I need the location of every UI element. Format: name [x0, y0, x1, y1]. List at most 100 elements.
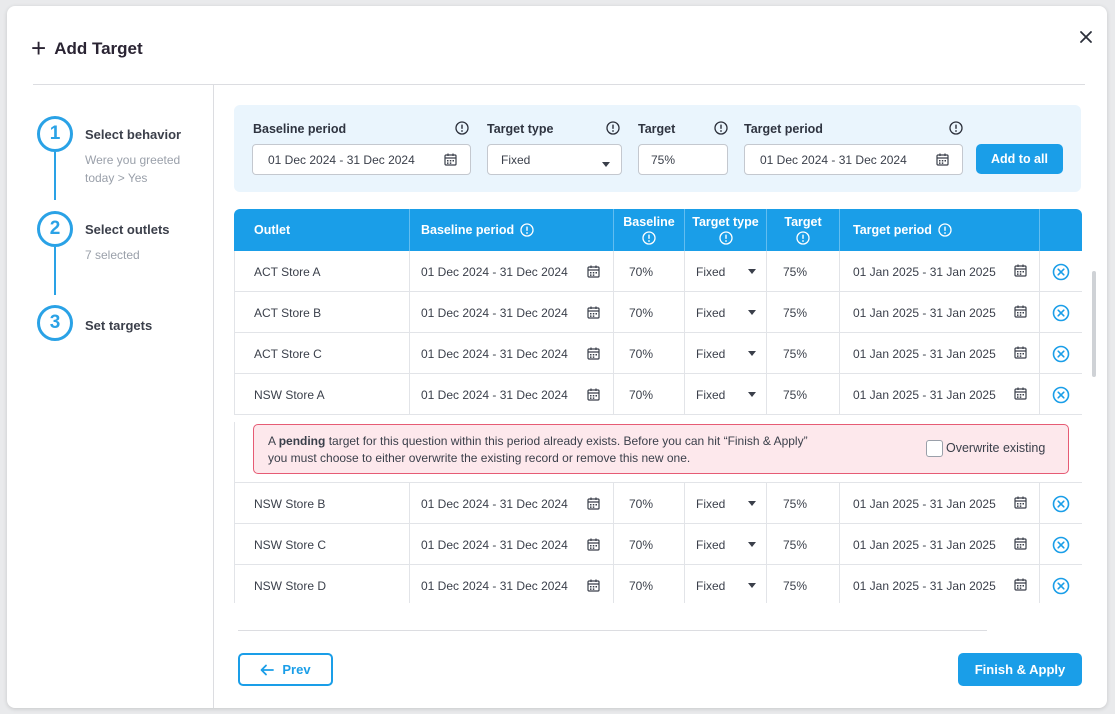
baseline-period-cell[interactable]: 01 Dec 2024 - 31 Dec 2024 — [409, 483, 613, 524]
calendar-icon[interactable] — [587, 347, 600, 363]
overwrite-existing-checkbox[interactable] — [926, 440, 943, 457]
baseline-period-value: 01 Dec 2024 - 31 Dec 2024 — [421, 305, 568, 320]
calendar-icon[interactable] — [587, 497, 600, 513]
baseline-period-cell[interactable]: 01 Dec 2024 - 31 Dec 2024 — [409, 524, 613, 565]
baseline-period-field[interactable]: 01 Dec 2024 - 31 Dec 2024 — [252, 144, 471, 175]
baseline-cell: 70% — [613, 374, 684, 415]
baseline-period-value: 01 Dec 2024 - 31 Dec 2024 — [421, 578, 568, 593]
chevron-down-icon — [748, 501, 756, 506]
scrollbar[interactable] — [1092, 271, 1096, 377]
info-icon[interactable] — [455, 121, 469, 140]
baseline-period-cell[interactable]: 01 Dec 2024 - 31 Dec 2024 — [409, 251, 613, 292]
calendar-icon[interactable] — [587, 538, 600, 554]
target-type-select[interactable]: Fixed — [684, 333, 766, 374]
chevron-down-icon — [748, 310, 756, 315]
calendar-icon[interactable] — [1014, 305, 1027, 321]
target-cell[interactable]: 75% — [766, 483, 839, 524]
actions-cell — [1039, 524, 1082, 565]
target-type-select[interactable]: Fixed — [487, 144, 622, 175]
baseline-cell: 70% — [613, 483, 684, 524]
baseline-period-value: 01 Dec 2024 - 31 Dec 2024 — [421, 264, 568, 279]
baseline-period-cell[interactable]: 01 Dec 2024 - 31 Dec 2024 — [409, 292, 613, 333]
prev-button[interactable]: Prev — [238, 653, 333, 686]
table-row: NSW Store B 01 Dec 2024 - 31 Dec 2024 70% F… — [234, 483, 1082, 524]
target-cell[interactable]: 75% — [766, 333, 839, 374]
target-period-cell[interactable]: 01 Jan 2025 - 31 Jan 2025 — [839, 483, 1039, 524]
remove-row-icon[interactable] — [1052, 495, 1070, 516]
outlet-cell: ACT Store A — [234, 251, 409, 292]
info-icon[interactable] — [714, 121, 728, 140]
target-period-field[interactable]: 01 Dec 2024 - 31 Dec 2024 — [744, 144, 963, 175]
calendar-icon[interactable] — [587, 579, 600, 595]
target-type-select[interactable]: Fixed — [684, 251, 766, 292]
info-icon[interactable] — [520, 223, 534, 237]
target-cell[interactable]: 75% — [766, 374, 839, 415]
info-icon[interactable] — [606, 121, 620, 140]
target-period-cell[interactable]: 01 Jan 2025 - 31 Jan 2025 — [839, 374, 1039, 415]
baseline-period-cell[interactable]: 01 Dec 2024 - 31 Dec 2024 — [409, 374, 613, 415]
target-value: 75% — [783, 346, 808, 361]
table-row: ACT Store C 01 Dec 2024 - 31 Dec 2024 70% F… — [234, 333, 1082, 374]
outlet-name: NSW Store A — [254, 387, 325, 402]
info-icon[interactable] — [949, 121, 963, 140]
target-type-select[interactable]: Fixed — [684, 483, 766, 524]
remove-row-icon[interactable] — [1052, 577, 1070, 598]
finish-apply-button[interactable]: Finish & Apply — [958, 653, 1082, 686]
target-cell[interactable]: 75% — [766, 524, 839, 565]
target-type-select[interactable]: Fixed — [684, 565, 766, 603]
target-period-cell[interactable]: 01 Jan 2025 - 31 Jan 2025 — [839, 333, 1039, 374]
baseline-period-cell[interactable]: 01 Dec 2024 - 31 Dec 2024 — [409, 333, 613, 374]
actions-cell — [1039, 565, 1082, 603]
header-baseline-label: Baseline — [623, 215, 675, 229]
bulk-filters-panel: Baseline period 01 Dec 2024 - 31 Dec 202… — [234, 105, 1081, 192]
step-connector — [54, 247, 56, 295]
target-period-cell[interactable]: 01 Jan 2025 - 31 Jan 2025 — [839, 565, 1039, 603]
target-period-cell[interactable]: 01 Jan 2025 - 31 Jan 2025 — [839, 524, 1039, 565]
add-to-all-button[interactable]: Add to all — [976, 144, 1063, 174]
target-type-select[interactable]: Fixed — [684, 374, 766, 415]
outlet-name: ACT Store A — [254, 264, 321, 279]
target-period-value: 01 Jan 2025 - 31 Jan 2025 — [853, 387, 996, 402]
overwrite-existing-label[interactable]: Overwrite existing — [946, 441, 1046, 455]
calendar-icon[interactable] — [1014, 496, 1027, 512]
target-type-select[interactable]: Fixed — [684, 292, 766, 333]
close-button[interactable] — [1073, 24, 1099, 50]
chevron-down-icon — [748, 542, 756, 547]
step-1-sub-line: Were you greeted — [85, 153, 181, 167]
remove-row-icon[interactable] — [1052, 386, 1070, 407]
info-icon[interactable] — [642, 231, 656, 245]
outlet-name: NSW Store C — [254, 537, 327, 552]
remove-row-icon[interactable] — [1052, 263, 1070, 284]
target-value: 75% — [783, 578, 808, 593]
remove-row-icon[interactable] — [1052, 536, 1070, 557]
header-baseline-period: Baseline period — [409, 209, 613, 251]
target-label: Target — [638, 122, 676, 136]
target-cell[interactable]: 75% — [766, 565, 839, 603]
calendar-icon[interactable] — [1014, 346, 1027, 362]
info-icon[interactable] — [796, 231, 810, 245]
target-cell[interactable]: 75% — [766, 292, 839, 333]
baseline-value: 70% — [629, 387, 654, 402]
baseline-period-cell[interactable]: 01 Dec 2024 - 31 Dec 2024 — [409, 565, 613, 603]
plus-icon: + — [31, 32, 47, 63]
calendar-icon[interactable] — [587, 388, 600, 404]
calendar-icon[interactable] — [587, 265, 600, 281]
remove-row-icon[interactable] — [1052, 345, 1070, 366]
target-type-select[interactable]: Fixed — [684, 524, 766, 565]
target-period-cell[interactable]: 01 Jan 2025 - 31 Jan 2025 — [839, 292, 1039, 333]
target-period-label: Target period — [744, 122, 823, 136]
calendar-icon[interactable] — [1014, 537, 1027, 553]
step-2-sub: 7 selected — [85, 248, 140, 262]
calendar-icon[interactable] — [1014, 264, 1027, 280]
remove-row-icon[interactable] — [1052, 304, 1070, 325]
target-period-cell[interactable]: 01 Jan 2025 - 31 Jan 2025 — [839, 251, 1039, 292]
baseline-value: 70% — [629, 578, 654, 593]
calendar-icon[interactable] — [1014, 578, 1027, 594]
target-input[interactable]: 75% — [638, 144, 728, 175]
calendar-icon[interactable] — [1014, 387, 1027, 403]
info-icon[interactable] — [938, 223, 952, 237]
target-cell[interactable]: 75% — [766, 251, 839, 292]
calendar-icon[interactable] — [587, 306, 600, 322]
info-icon[interactable] — [718, 231, 733, 245]
outlet-cell: NSW Store B — [234, 483, 409, 524]
